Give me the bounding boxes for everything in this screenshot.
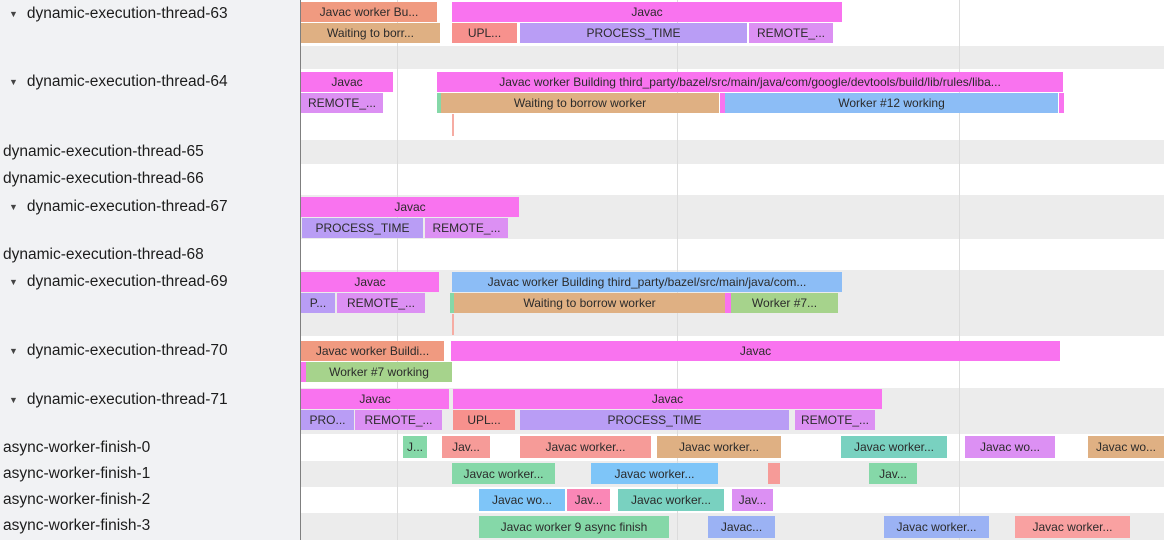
sidebar-item-dynamic-execution-thread-69[interactable]: ▼ dynamic-execution-thread-69 [0,272,228,292]
trace-bar[interactable]: PROCESS_TIME [520,410,789,430]
thread-name-label: dynamic-execution-thread-67 [26,198,228,215]
trace-bar[interactable]: Javac [301,389,449,409]
section-band-empty-section [301,46,1164,69]
trace-bar[interactable] [301,362,306,382]
thread-name-label: dynamic-execution-thread-68 [3,246,204,263]
section-band-dynamic-execution-thread-68 [301,239,1164,270]
sidebar-item-dynamic-execution-thread-64[interactable]: ▼ dynamic-execution-thread-64 [0,72,228,92]
trace-bar[interactable] [450,293,454,313]
trace-bar[interactable]: Javac worker... [841,436,947,458]
trace-bar[interactable]: Javac [301,197,519,217]
section-band-dynamic-execution-thread-65 [301,140,1164,164]
trace-bar[interactable]: Javac [453,389,882,409]
sidebar-item-dynamic-execution-thread-67[interactable]: ▼ dynamic-execution-thread-67 [0,197,228,217]
sidebar-item-async-worker-finish-3[interactable]: async-worker-finish-3 [0,516,150,536]
trace-bar[interactable]: Jav... [732,489,773,511]
chevron-down-icon[interactable]: ▼ [9,77,18,87]
trace-bar[interactable]: Javac worker... [591,463,718,484]
trace-bar[interactable] [1059,93,1064,113]
trace-bar[interactable]: P... [301,293,335,313]
sidebar-item-async-worker-finish-0[interactable]: async-worker-finish-0 [0,438,150,458]
thread-name-label: async-worker-finish-0 [3,439,151,456]
trace-bar[interactable]: PROCESS_TIME [302,218,423,238]
trace-bar[interactable]: Javac wo... [479,489,565,511]
trace-bar[interactable]: Javac wo... [1088,436,1164,458]
thread-name-label: async-worker-finish-1 [3,465,151,482]
thread-name-label: dynamic-execution-thread-71 [26,391,228,408]
thread-name-sidebar: ▼ dynamic-execution-thread-63 ▼ dynamic-exe… [0,0,301,540]
trace-bar[interactable]: Worker #7... [731,293,838,313]
trace-bar[interactable]: J... [403,436,427,458]
sidebar-item-dynamic-execution-thread-63[interactable]: ▼ dynamic-execution-thread-63 [0,4,228,24]
trace-bar[interactable]: REMOTE_... [337,293,425,313]
trace-bar[interactable]: UPL... [453,410,515,430]
trace-bar[interactable]: REMOTE_... [425,218,508,238]
chevron-down-icon[interactable]: ▼ [9,277,18,287]
trace-bar[interactable]: PRO... [301,410,354,430]
trace-bar[interactable]: Javac worker Bu... [301,2,437,22]
trace-bar[interactable]: REMOTE_... [355,410,442,430]
trace-bar[interactable]: Javac worker... [657,436,781,458]
trace-bar[interactable]: Javac worker 9 async finish [479,516,669,538]
trace-bar[interactable]: Jav... [442,436,490,458]
trace-bar[interactable]: Javac wo... [965,436,1055,458]
sidebar-item-dynamic-execution-thread-66[interactable]: dynamic-execution-thread-66 [0,169,204,189]
trace-bar[interactable]: Javac worker... [520,436,651,458]
trace-bar[interactable]: REMOTE_... [795,410,875,430]
section-band-async-worker-finish-1 [301,461,1164,487]
trace-bar[interactable]: Waiting to borrow worker [454,293,725,313]
sidebar-item-dynamic-execution-thread-70[interactable]: ▼ dynamic-execution-thread-70 [0,341,228,361]
trace-bar[interactable]: Worker #7 working [306,362,452,382]
sidebar-item-dynamic-execution-thread-65[interactable]: dynamic-execution-thread-65 [0,142,204,162]
thread-name-label: async-worker-finish-3 [3,517,151,534]
sidebar-item-dynamic-execution-thread-71[interactable]: ▼ dynamic-execution-thread-71 [0,390,228,410]
trace-bar[interactable]: UPL... [452,23,517,43]
trace-bar[interactable]: Javac... [708,516,775,538]
trace-thin-event-mark[interactable] [452,114,454,136]
trace-bar[interactable]: Javac [451,341,1060,361]
thread-name-label: dynamic-execution-thread-69 [26,273,228,290]
thread-name-label: dynamic-execution-thread-64 [26,73,228,90]
trace-bar[interactable]: Waiting to borr... [301,23,440,43]
chevron-down-icon[interactable]: ▼ [9,395,18,405]
trace-bar[interactable]: Javac worker Building third_party/bazel/… [437,72,1063,92]
thread-name-label: async-worker-finish-2 [3,491,151,508]
trace-bar[interactable] [725,293,731,313]
trace-bar[interactable]: REMOTE_... [749,23,833,43]
trace-bar[interactable]: Javac worker Buildi... [301,341,444,361]
thread-name-label: dynamic-execution-thread-65 [3,143,204,160]
trace-bar[interactable]: Javac [301,72,393,92]
trace-bar[interactable]: PROCESS_TIME [520,23,747,43]
time-gridline [677,0,678,540]
sidebar-item-dynamic-execution-thread-68[interactable]: dynamic-execution-thread-68 [0,245,204,265]
chevron-down-icon[interactable]: ▼ [9,346,18,356]
thread-name-label: dynamic-execution-thread-70 [26,342,228,359]
time-gridline [397,0,398,540]
sidebar-item-async-worker-finish-2[interactable]: async-worker-finish-2 [0,490,150,510]
trace-bar[interactable]: Waiting to borrow worker [441,93,719,113]
trace-bar[interactable]: REMOTE_... [301,93,383,113]
time-gridline [959,0,960,540]
trace-bar[interactable]: Worker #12 working [725,93,1058,113]
thread-name-label: dynamic-execution-thread-63 [26,5,228,22]
trace-bar[interactable] [768,463,780,484]
chevron-down-icon[interactable]: ▼ [9,9,18,19]
sidebar-item-async-worker-finish-1[interactable]: async-worker-finish-1 [0,464,150,484]
trace-bar[interactable]: Javac [452,2,842,22]
thread-name-label: dynamic-execution-thread-66 [3,170,204,187]
trace-bar[interactable]: Javac worker... [618,489,724,511]
trace-bar[interactable]: Jav... [869,463,917,484]
trace-bar[interactable]: Javac worker... [884,516,989,538]
trace-bar[interactable] [437,93,441,113]
trace-bar[interactable]: Javac [301,272,439,292]
trace-bar[interactable]: Javac worker Building third_party/bazel/… [452,272,842,292]
trace-bar[interactable]: Javac worker... [1015,516,1130,538]
trace-bar[interactable] [720,93,725,113]
trace-thin-event-mark[interactable] [452,314,454,335]
chevron-down-icon[interactable]: ▼ [9,202,18,212]
section-band-dynamic-execution-thread-66 [301,164,1164,195]
trace-bar[interactable]: Javac worker... [452,463,555,484]
trace-bar[interactable]: Jav... [567,489,610,511]
